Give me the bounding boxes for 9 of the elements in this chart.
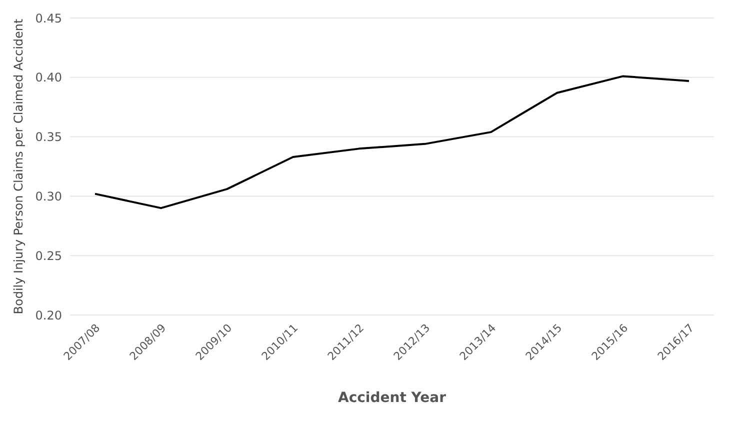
y-tick-label: 0.20	[35, 308, 62, 322]
y-tick-label: 0.35	[35, 130, 62, 144]
y-axis-title: Bodily Injury Person Claims per Claimed Accident	[11, 18, 26, 314]
y-tick-label: 0.40	[35, 70, 62, 85]
x-axis-title: Accident Year	[338, 390, 446, 406]
line-series	[94, 75, 690, 210]
y-tick-label: 0.25	[35, 248, 62, 263]
y-tick-label: 0.45	[35, 11, 62, 26]
y-tick-label: 0.30	[35, 189, 62, 204]
